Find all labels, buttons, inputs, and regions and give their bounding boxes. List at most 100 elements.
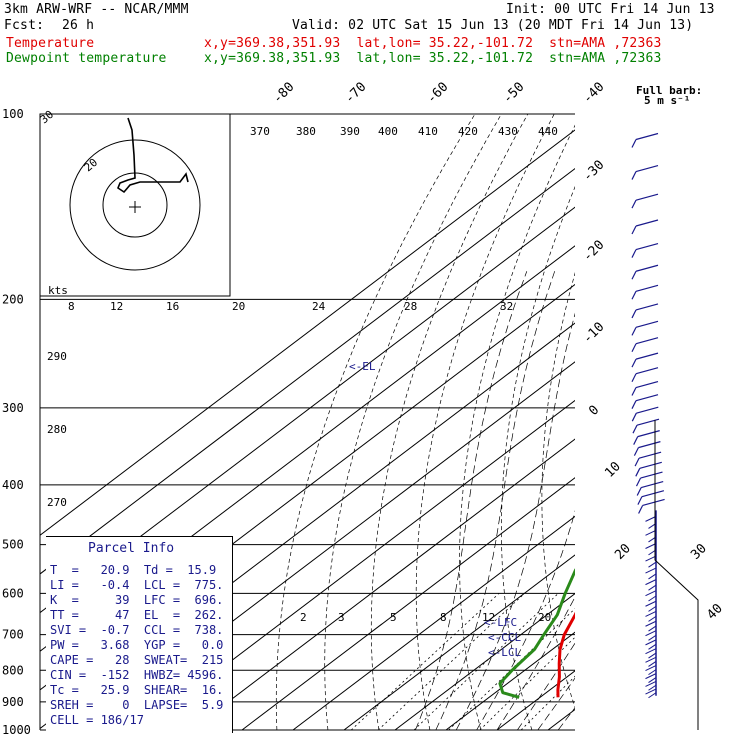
dry-adiabat: [501, 186, 575, 730]
speed-scale-label: 32: [500, 300, 513, 313]
wind-barb: [648, 595, 657, 602]
wind-barb: [641, 490, 665, 498]
wind-barb-flag: [633, 447, 639, 456]
wind-barb-flag: [631, 199, 637, 209]
wind-barb: [645, 529, 657, 536]
theta-label: 280: [47, 423, 67, 436]
isotherm-label: -30: [580, 158, 607, 185]
wind-barb: [635, 264, 659, 272]
parcel-info-row: TT = 47 EL = 262.: [50, 608, 224, 622]
isotherm-line: [599, 114, 740, 730]
dry-adiabat: [324, 114, 502, 730]
wind-barb-flag: [631, 309, 637, 319]
moist-adiabat: [537, 677, 575, 730]
wind-barb-flag: [631, 373, 637, 382]
wind-barb-flag: [634, 457, 640, 467]
wind-barb: [635, 394, 659, 402]
isotherm-line: [139, 399, 575, 730]
speed-scale-label: 12: [110, 300, 123, 313]
dry-adiabat: [656, 114, 736, 730]
moist-adiabat: [435, 271, 556, 730]
isotherm-label: -10: [580, 320, 607, 347]
dry-adiabat: [541, 272, 575, 709]
isotherm-label: 40: [704, 601, 726, 623]
pressure-tick-label: 200: [2, 292, 24, 306]
pressure-tick-label: 900: [2, 695, 24, 709]
wind-barb: [645, 630, 657, 637]
init-time: Init: 00 UTC Fri 14 Jun 13: [506, 2, 715, 17]
dry-adiabat: [727, 114, 740, 730]
wind-barb-flag: [631, 387, 637, 396]
wind-barb: [635, 320, 659, 328]
forecast-hour: 26 h: [62, 18, 95, 33]
wind-barb: [635, 243, 659, 251]
wind-barb: [645, 515, 657, 522]
forecast-label: Fcst:: [4, 18, 45, 33]
isotherm-label: -50: [500, 80, 527, 107]
mixing-ratio-line: [350, 593, 500, 730]
theta-label: 270: [47, 496, 67, 509]
isotherm-line: [40, 206, 575, 614]
isotherm-label: -70: [342, 80, 369, 107]
wind-barb: [638, 451, 662, 459]
wind-barb: [648, 652, 657, 659]
pressure-tick-label: 1000: [2, 723, 31, 737]
wind-barb: [648, 677, 657, 683]
mixing-ratio-label: 20: [538, 611, 551, 624]
speed-scale-label: 28: [404, 300, 417, 313]
pressure-tick-label: 700: [2, 628, 24, 642]
theta-label: 420: [458, 125, 478, 138]
lfc-marker: <-LFC: [484, 616, 517, 629]
wind-barb-flag: [631, 412, 637, 422]
speed-scale-label: 24: [312, 300, 326, 313]
parcel-info-panel: Parcel Info T = 20.9 Td = 15.9 LI = -0.4…: [46, 536, 233, 733]
isotherm-line: [394, 593, 575, 730]
parcel-info-row: CIN = -152 HWBZ= 4596.: [50, 668, 224, 682]
wind-barb: [635, 380, 659, 389]
pressure-tick-label: 300: [2, 401, 24, 415]
wind-barb: [645, 648, 657, 655]
wind-barb-flag: [638, 505, 644, 514]
ccl-marker: <-CCL: [488, 631, 521, 644]
mixing-ratio-label: 2: [300, 611, 307, 624]
valid-time: Valid: 02 UTC Sat 15 Jun 13 (20 MDT Fri …: [292, 18, 694, 33]
lcl-marker: <-LCL: [488, 646, 521, 659]
wind-barb: [648, 573, 657, 580]
parcel-info-row: K = 39 LFC = 696.: [50, 593, 224, 607]
wind-barb: [635, 303, 659, 311]
wind-barb-flag: [631, 400, 637, 409]
theta-label: 370: [250, 125, 270, 138]
isotherm-label: 20: [612, 541, 634, 563]
wind-barb: [645, 665, 657, 672]
mixing-ratio-label: 8: [440, 611, 447, 624]
parcel-info-row: SREH = 0 LAPSE= 5.9: [50, 698, 224, 712]
isotherm-line: [650, 114, 740, 730]
wind-barb: [641, 480, 664, 489]
theta-label: 290: [47, 350, 67, 363]
speed-scale-label: 16: [166, 300, 179, 313]
wind-barb-flag: [633, 436, 639, 445]
isotherm-label: -60: [424, 80, 451, 107]
dry-adiabat: [415, 114, 555, 730]
theta-label: 410: [418, 125, 438, 138]
temperature-legend: Temperature: [6, 36, 95, 51]
wind-barb: [645, 600, 657, 607]
wind-barb: [635, 352, 659, 360]
pressure-tick-label: 500: [2, 538, 24, 552]
wind-barb: [635, 132, 659, 141]
wind-barb-flag: [631, 225, 637, 235]
wind-barb: [648, 605, 657, 612]
isotherm-label: 30: [688, 541, 710, 563]
wind-barb-flag: [631, 327, 637, 336]
dry-adiabat: [370, 114, 529, 730]
wind-barb-flag: [636, 487, 642, 496]
hodograph-trace: [117, 117, 189, 194]
temperature-line: [556, 611, 575, 698]
wind-barb: [645, 579, 657, 586]
wind-barb: [648, 661, 657, 667]
wind-barb: [648, 584, 657, 591]
wind-barb: [640, 471, 663, 479]
isotherm-line: [292, 515, 575, 730]
dry-adiabat: [459, 124, 575, 730]
